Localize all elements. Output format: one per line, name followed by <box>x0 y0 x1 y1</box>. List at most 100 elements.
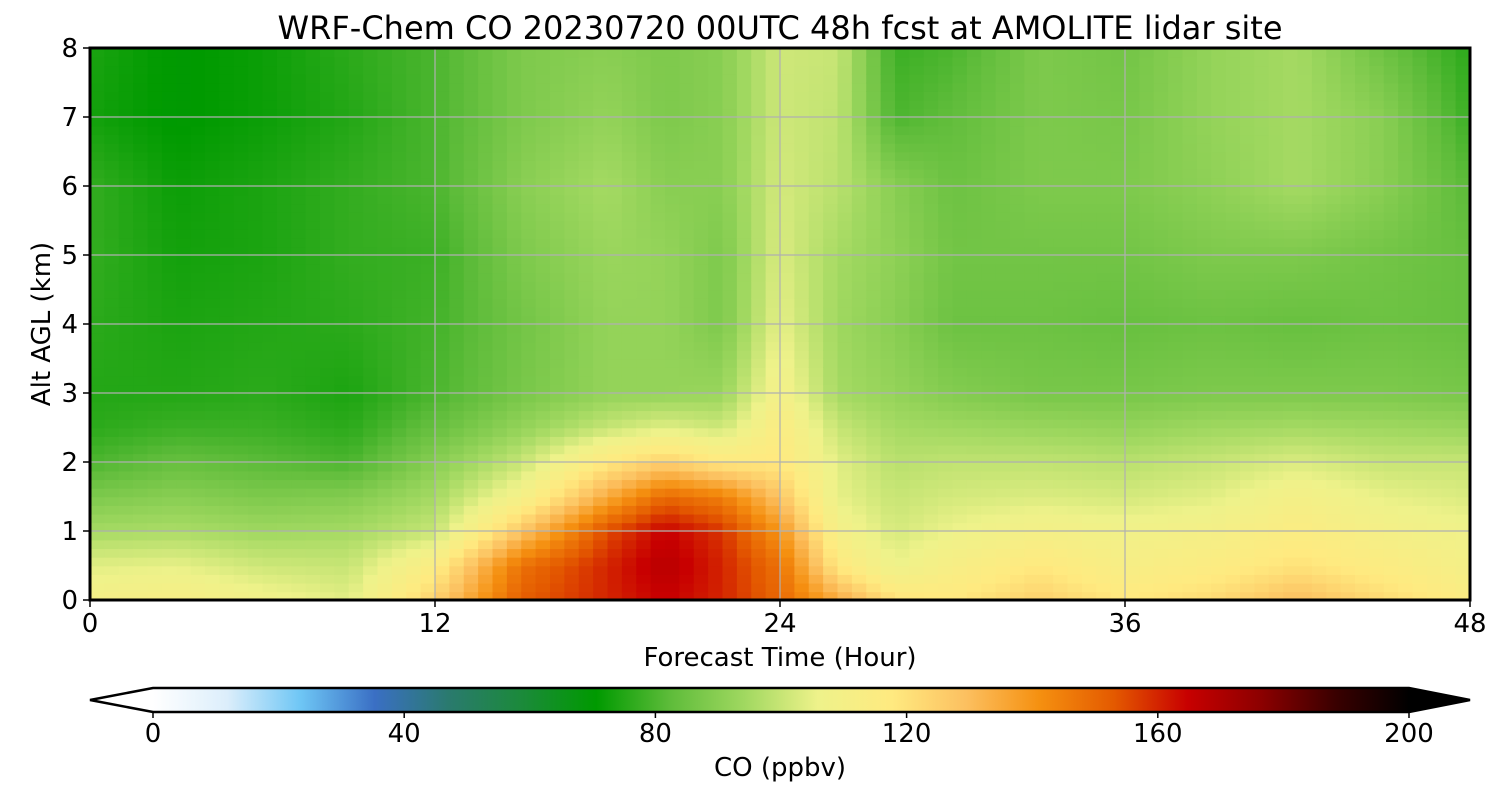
heatmap-cell <box>780 479 796 489</box>
heatmap-cell <box>521 168 537 179</box>
heatmap-cell <box>837 548 853 558</box>
heatmap-cell <box>291 418 307 429</box>
heatmap-cell <box>923 151 939 161</box>
heatmap-cell <box>1139 65 1155 75</box>
heatmap-cell <box>348 436 364 446</box>
heatmap-cell <box>90 582 106 593</box>
heatmap-cell <box>161 237 178 248</box>
heatmap-cell <box>1182 470 1198 481</box>
heatmap-cell <box>1125 531 1141 541</box>
heatmap-cell <box>190 324 206 334</box>
heatmap-cell <box>679 194 695 205</box>
heatmap-cell <box>722 315 738 325</box>
heatmap-cell <box>1196 591 1213 600</box>
heatmap-cell <box>952 436 968 446</box>
heatmap-cell <box>1053 134 1069 144</box>
heatmap-cell <box>1125 177 1141 187</box>
heatmap-cell <box>90 487 106 498</box>
heatmap-cell <box>621 324 638 334</box>
heatmap-cell <box>1182 194 1198 205</box>
heatmap-cell <box>679 401 695 412</box>
heatmap-cell <box>420 487 436 498</box>
heatmap-cell <box>1139 48 1155 58</box>
heatmap-cell <box>1067 496 1083 506</box>
heatmap-cell <box>391 211 408 222</box>
heatmap-cell <box>650 99 666 110</box>
heatmap-cell <box>147 401 163 412</box>
heatmap-cell <box>851 401 868 412</box>
heatmap-cell <box>909 375 925 386</box>
heatmap-cell <box>363 255 379 265</box>
heatmap-cell <box>1067 65 1083 75</box>
heatmap-cell <box>765 470 781 481</box>
heatmap-cell <box>751 332 767 343</box>
heatmap-cell <box>1067 48 1083 58</box>
heatmap-cell <box>1182 255 1198 265</box>
heatmap-cell <box>535 565 551 575</box>
heatmap-cell <box>320 487 336 498</box>
heatmap-cell <box>1053 574 1069 584</box>
heatmap-cell <box>564 237 580 248</box>
heatmap-cell <box>1038 401 1054 412</box>
heatmap-cell <box>880 142 896 153</box>
heatmap-cell <box>665 539 681 550</box>
heatmap-cell <box>966 220 983 230</box>
heatmap-cell <box>1038 246 1054 256</box>
heatmap-cell <box>794 410 810 420</box>
heatmap-cell <box>1096 82 1112 92</box>
heatmap-cell <box>1067 453 1083 463</box>
heatmap-cell <box>420 522 436 532</box>
heatmap-cell <box>866 160 882 170</box>
heatmap-cell <box>133 324 149 334</box>
heatmap-cell <box>176 289 192 299</box>
heatmap-cell <box>248 237 264 248</box>
heatmap-cell <box>751 582 767 593</box>
heatmap-cell <box>190 556 206 567</box>
heatmap-cell <box>593 522 609 532</box>
heatmap-cell <box>650 375 666 386</box>
heatmap-cell <box>722 246 738 256</box>
heatmap-cell <box>348 384 364 394</box>
heatmap-cell <box>1125 151 1141 161</box>
heatmap-cell <box>334 203 350 213</box>
heatmap-cell <box>1038 367 1054 377</box>
heatmap-cell <box>851 177 868 187</box>
heatmap-cell <box>1067 194 1083 205</box>
heatmap-cell <box>492 186 508 196</box>
heatmap-cell <box>435 531 451 541</box>
heatmap-cell <box>780 410 796 420</box>
heatmap-cell <box>1196 186 1213 196</box>
heatmap-cell <box>334 324 350 334</box>
heatmap-cell <box>1024 479 1040 489</box>
heatmap-cell <box>377 358 393 368</box>
heatmap-cell <box>851 220 868 230</box>
heatmap-cell <box>1196 358 1213 368</box>
heatmap-cell <box>406 99 422 110</box>
heatmap-cell <box>248 401 264 412</box>
heatmap-cell <box>952 263 968 274</box>
heatmap-cell <box>722 444 738 455</box>
heatmap-cell <box>578 289 594 299</box>
heatmap-cell <box>147 375 163 386</box>
heatmap-cell <box>176 194 192 205</box>
heatmap-cell <box>909 358 925 368</box>
heatmap-cell <box>276 220 293 230</box>
heatmap-cell <box>363 513 379 524</box>
heatmap-cell <box>995 384 1011 394</box>
heatmap-cell <box>377 436 393 446</box>
heatmap-cell <box>564 556 580 567</box>
heatmap-cell <box>492 574 508 584</box>
heatmap-cell <box>837 470 853 481</box>
heatmap-cell <box>521 384 537 394</box>
heatmap-cell <box>751 539 767 550</box>
heatmap-cell <box>463 349 479 360</box>
heatmap-cell <box>794 177 810 187</box>
heatmap-cell <box>406 73 422 84</box>
heatmap-cell <box>334 186 350 196</box>
heatmap-cell <box>938 56 954 67</box>
heatmap-cell <box>650 298 666 308</box>
heatmap-cell <box>276 462 293 472</box>
heatmap-cell <box>837 315 853 325</box>
heatmap-cell <box>161 280 178 291</box>
heatmap-cell <box>665 444 681 455</box>
